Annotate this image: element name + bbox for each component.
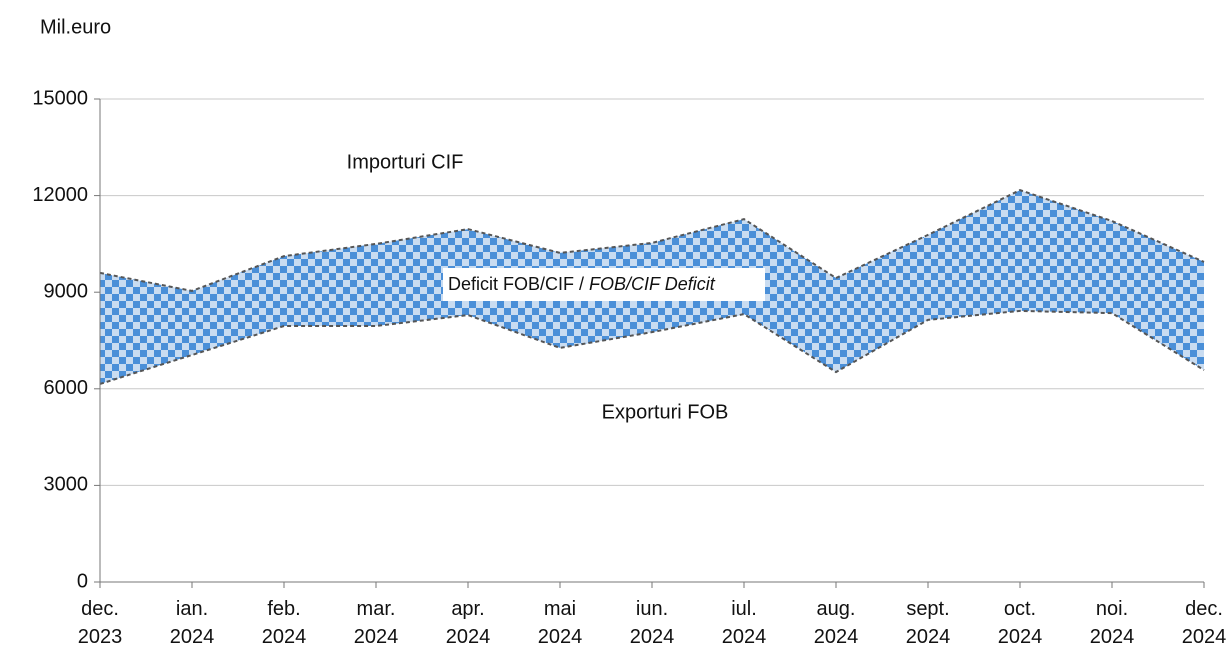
series-line <box>99 309 1205 385</box>
x-tick-label-line: 2024 <box>262 626 307 648</box>
x-tick-label-line: 2024 <box>170 626 215 648</box>
x-tick-label: dec. 2023 <box>78 598 123 648</box>
x-tick-label: ian. 2024 <box>170 598 215 648</box>
band-label-text: Deficit FOB/CIF / <box>448 274 584 294</box>
x-tick-label-line: aug. <box>817 598 856 620</box>
x-tick-label-line: feb. <box>267 598 300 620</box>
x-tick-label-line: ian. <box>176 598 208 620</box>
y-tick-label: 12000 <box>32 184 88 206</box>
x-tick-label-line: 2024 <box>1182 626 1227 648</box>
x-tick-label-line: 2024 <box>906 626 951 648</box>
x-tick-label-line: sept. <box>906 598 949 620</box>
x-tick-label-line: 2024 <box>722 626 767 648</box>
x-tick-label-line: dec. <box>81 598 119 620</box>
y-tick-label: 15000 <box>32 87 88 109</box>
series-line <box>99 189 1205 292</box>
x-tick-label-line: dec. <box>1185 598 1223 620</box>
y-axis-label: Mil.euro <box>40 16 111 38</box>
band-label-box <box>443 268 765 301</box>
x-tick-label: mai 2024 <box>538 598 583 648</box>
x-tick-label: iun. 2024 <box>630 598 675 648</box>
band-label-italic: FOB/CIF Deficit <box>589 274 716 294</box>
x-tick-label-line: 2024 <box>998 626 1043 648</box>
x-tick-label-line: 2024 <box>630 626 675 648</box>
x-tick-label: aug. 2024 <box>814 598 859 648</box>
y-tick-label: 6000 <box>44 377 89 399</box>
series-label: Exporturi FOB <box>602 401 729 423</box>
x-tick-label-line: apr. <box>451 598 484 620</box>
x-tick-label-line: mai <box>544 598 576 620</box>
y-tick-label: 0 <box>77 570 88 592</box>
x-tick-label-line: 2024 <box>446 626 491 648</box>
x-tick-label: sept. 2024 <box>906 598 951 648</box>
x-tick-label: mar. 2024 <box>354 598 399 648</box>
x-tick-label-line: 2024 <box>1090 626 1135 648</box>
y-tick-label: 9000 <box>44 280 89 302</box>
x-tick-label-line: noi. <box>1096 598 1128 620</box>
x-tick-label-line: oct. <box>1004 598 1036 620</box>
x-tick-label-line: 2023 <box>78 626 123 648</box>
x-tick-label-line: 2024 <box>814 626 859 648</box>
x-tick-label-line: iun. <box>636 598 668 620</box>
x-tick-label-line: 2024 <box>538 626 583 648</box>
x-tick-label: oct. 2024 <box>998 598 1043 648</box>
x-tick-label-line: mar. <box>357 598 396 620</box>
band-label: Deficit FOB/CIF / FOB/CIF Deficit <box>448 274 716 294</box>
x-tick-label: dec. 2024 <box>1182 598 1227 648</box>
x-tick-label: apr. 2024 <box>446 598 491 648</box>
y-tick-label: 3000 <box>44 474 89 496</box>
x-tick-label-line: iul. <box>731 598 757 620</box>
x-tick-label-line: 2024 <box>354 626 399 648</box>
x-tick-label: feb. 2024 <box>262 598 307 648</box>
series-label: Importuri CIF <box>347 151 464 173</box>
x-tick-label: iul. 2024 <box>722 598 767 648</box>
x-tick-label: noi. 2024 <box>1090 598 1135 648</box>
